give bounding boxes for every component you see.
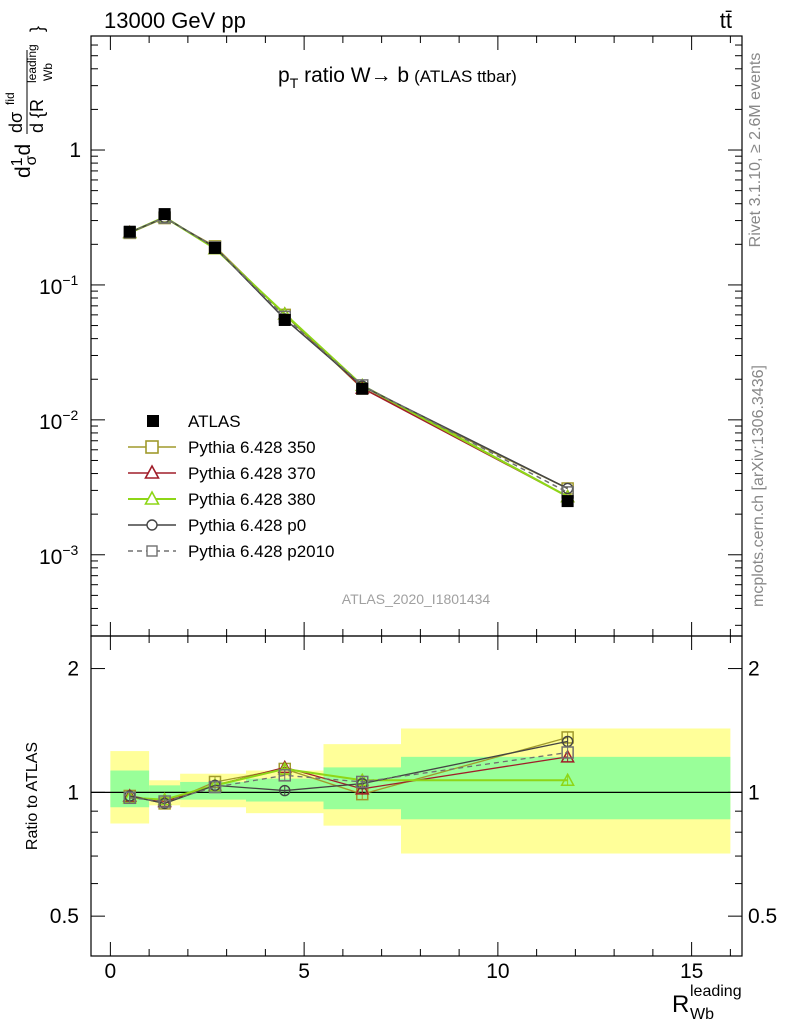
legend: ATLAS Pythia 6.428 350 Pythia 6.428 370 … (128, 412, 335, 561)
x-tick-label: 5 (298, 960, 310, 983)
svg-text:fid: fid (3, 92, 17, 105)
analysis-watermark: ATLAS_2020_I1801434 (342, 591, 491, 607)
legend-label-p2010: Pythia 6.428 p2010 (188, 542, 335, 561)
ratio-point-p2010 (356, 775, 369, 789)
legend-label-p370: Pythia 6.428 370 (188, 464, 316, 483)
main-ylabel: d1σd dσ fid d {R Wb leading } (3, 26, 55, 178)
legend-label-p350: Pythia 6.428 350 (188, 438, 316, 457)
y-tick-label: 10−1 (39, 272, 79, 299)
x-tick-label: 15 (680, 960, 703, 983)
ratio-point-p2010 (278, 769, 291, 782)
legend-marker-p0 (146, 519, 158, 531)
legend-marker-p350 (145, 440, 159, 454)
uncertainty-band-green (401, 756, 731, 820)
energy-label: 13000 GeV pp (104, 8, 246, 33)
point-data (356, 382, 369, 395)
legend-marker-p2010 (146, 545, 158, 557)
y-tick-label-right: 2 (748, 658, 760, 681)
legend-marker-atlas (147, 415, 159, 427)
svg-text:d1σd: d1σd (9, 144, 40, 178)
y-tick-label: 10−3 (39, 542, 79, 569)
process-label: tt̄ (720, 8, 732, 33)
y-tick-label: 10−2 (39, 407, 79, 434)
svg-text:leading: leading (25, 44, 39, 83)
legend-marker-p370 (144, 464, 160, 479)
point-data (561, 495, 574, 508)
svg-text:R: R (672, 991, 689, 1018)
mcplots-label: mcplots.cern.ch [arXiv:1306.3436] (750, 365, 767, 607)
main-panel: 1 10−1 10−2 10−3 pT ratio W→ b (ATLAS ttbar)… (3, 26, 743, 637)
x-tick-label: 0 (105, 960, 117, 983)
ratio-bands-layer (91, 728, 742, 854)
svg-text:Wb: Wb (690, 1006, 714, 1023)
main-series-layer (122, 208, 575, 508)
y-tick-label: 2 (67, 658, 79, 681)
point-data (158, 208, 171, 221)
main-title: pT ratio W→ b (ATLAS ttbar) (278, 64, 517, 91)
svg-text:d {R: d {R (27, 99, 47, 133)
ratio-point-p0 (279, 784, 291, 797)
y-tick-label: 1 (69, 139, 81, 162)
point-data (278, 313, 291, 326)
svg-text:Wb: Wb (41, 63, 55, 81)
ratio-point-p2010 (561, 746, 574, 759)
rivet-label: Rivet 3.1.10, ≥ 2.6M events (747, 53, 764, 248)
ratio-frame (90, 635, 743, 957)
ratio-point-p2010 (158, 795, 171, 808)
xlabel: R Wb leading (672, 983, 742, 1023)
ratio-panel: 0 5 10 15 0.5 0.5 1 1 2 2 Ratio to ATLAS (24, 635, 777, 983)
legend-label-p0: Pythia 6.428 p0 (188, 516, 306, 535)
x-tick-label: 10 (486, 960, 509, 983)
svg-text:}: } (27, 26, 47, 32)
y-tick-label-right: 1 (748, 781, 760, 804)
ratio-point-p370 (560, 749, 575, 763)
legend-label-p380: Pythia 6.428 380 (188, 490, 316, 509)
point-data (209, 241, 221, 254)
y-tick-label: 1 (67, 781, 79, 804)
ratio-ticks: 0 5 10 15 0.5 0.5 1 1 2 2 (50, 636, 777, 983)
ratio-point-p380 (560, 772, 575, 787)
legend-marker-p380 (144, 490, 160, 505)
svg-text:dσ: dσ (6, 112, 26, 133)
ratio-point-p2010 (208, 780, 222, 794)
ratio-ylabel: Ratio to ATLAS (24, 742, 41, 850)
legend-label-atlas: ATLAS (188, 412, 241, 431)
y-tick-label-right: 0.5 (748, 905, 777, 928)
point-data (123, 225, 136, 238)
ratio-series-layer (122, 731, 575, 810)
main-ticks: 1 10−1 10−2 10−3 (39, 35, 742, 636)
ratio-point-p2010 (123, 791, 136, 805)
svg-text:leading: leading (690, 983, 742, 1000)
y-tick-label: 0.5 (50, 905, 79, 928)
